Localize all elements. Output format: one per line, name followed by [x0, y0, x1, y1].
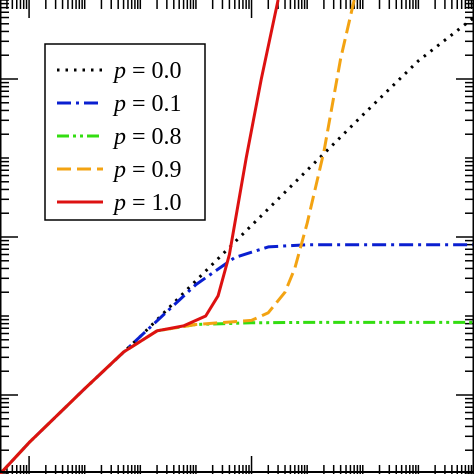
legend-item: p = 1.0	[57, 190, 182, 216]
legend-items: p = 0.0p = 0.1p = 0.8p = 0.9p = 1.0	[57, 58, 182, 216]
legend-label-var: p	[112, 124, 126, 150]
legend-item: p = 0.9	[57, 157, 182, 183]
legend-label: p = 0.1	[112, 91, 182, 117]
legend-label-eq: =	[126, 91, 152, 117]
legend-label-eq: =	[126, 58, 152, 84]
legend-label-value: 0.0	[152, 58, 182, 84]
legend-label: p = 1.0	[112, 190, 182, 216]
legend-label-var: p	[112, 190, 126, 216]
legend-label-var: p	[112, 58, 126, 84]
legend-label-value: 0.8	[152, 124, 182, 150]
legend-label-eq: =	[126, 157, 152, 183]
legend-label-eq: =	[126, 124, 152, 150]
legend-label-value: 0.9	[152, 157, 182, 183]
legend-label-value: 1.0	[152, 190, 182, 216]
legend-label-var: p	[112, 91, 126, 117]
legend-item: p = 0.1	[57, 91, 182, 117]
series-line-1-0	[0, 0, 280, 474]
legend-label: p = 0.9	[112, 157, 182, 183]
legend-box	[44, 43, 206, 221]
legend: p = 0.0p = 0.1p = 0.8p = 0.9p = 1.0	[44, 43, 206, 221]
legend-label: p = 0.0	[112, 58, 182, 84]
legend-label-eq: =	[126, 190, 152, 216]
legend-item: p = 0.0	[57, 58, 182, 84]
legend-item: p = 0.8	[57, 124, 182, 150]
legend-label-value: 0.1	[152, 91, 182, 117]
legend-label-var: p	[112, 157, 126, 183]
legend-label: p = 0.8	[112, 124, 182, 150]
